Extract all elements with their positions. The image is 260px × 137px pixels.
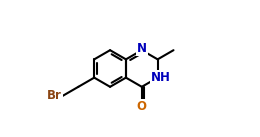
Text: O: O (137, 100, 147, 113)
Text: Br: Br (47, 89, 62, 102)
Text: N: N (137, 42, 147, 55)
Text: NH: NH (151, 71, 171, 84)
